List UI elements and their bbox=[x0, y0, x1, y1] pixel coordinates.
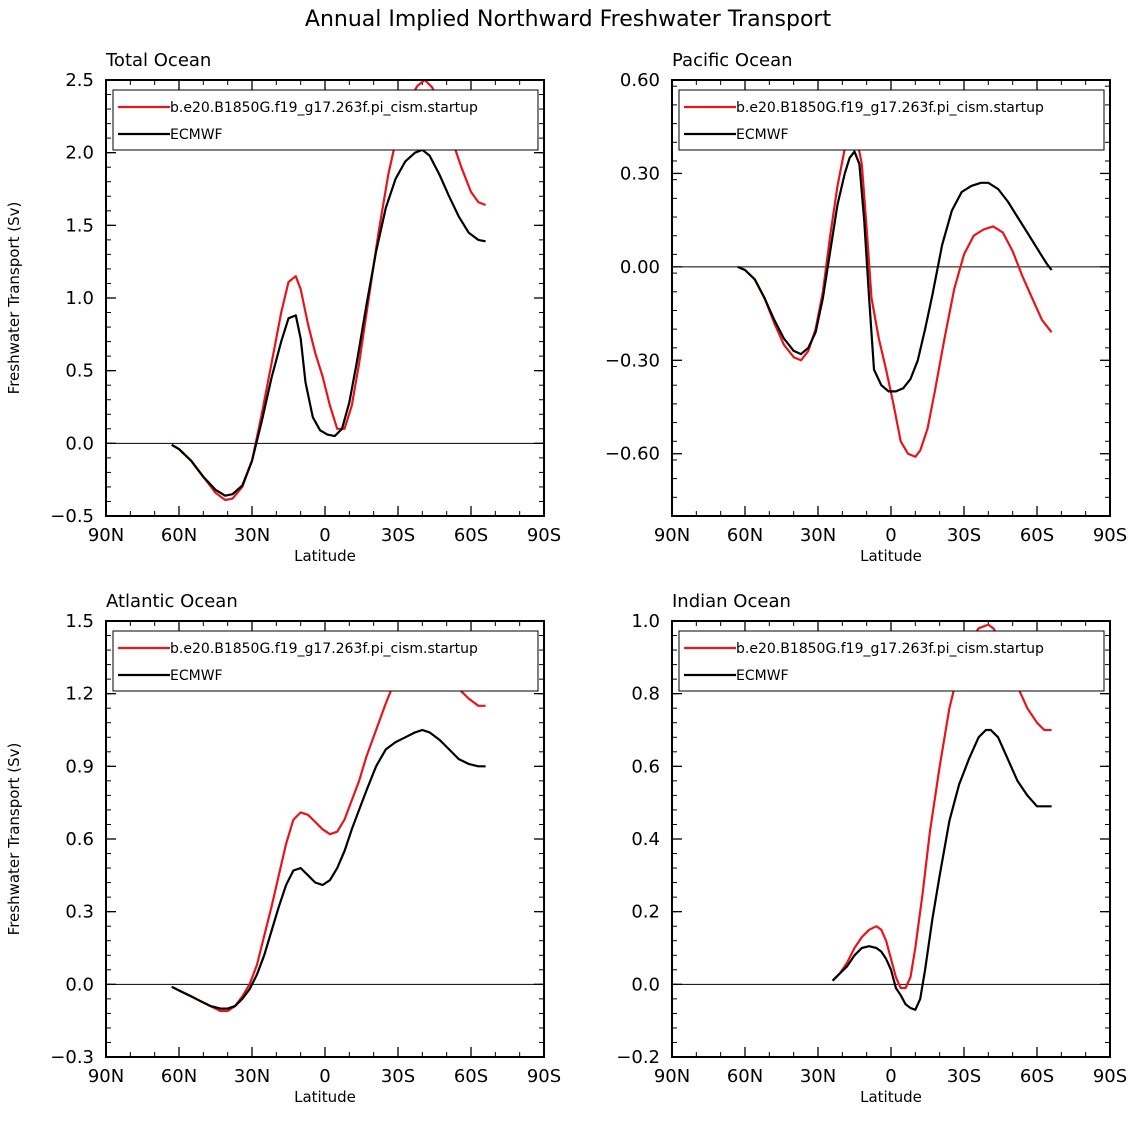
legend-label: ECMWF bbox=[170, 668, 223, 684]
y-tick-label: 0.0 bbox=[631, 974, 660, 995]
x-axis-label: Latitude bbox=[860, 1088, 922, 1106]
x-tick-label: 30S bbox=[381, 525, 415, 546]
series-line-model bbox=[171, 78, 487, 502]
x-tick-label: 30N bbox=[234, 525, 270, 546]
y-tick-label: 0.0 bbox=[65, 433, 94, 454]
y-tick-label: 1.5 bbox=[65, 215, 94, 236]
y-axis-label: Freshwater Transport (Sv) bbox=[5, 202, 23, 395]
panel-title: Indian Ocean bbox=[672, 591, 791, 612]
y-tick-label: −0.3 bbox=[50, 1047, 94, 1068]
x-tick-label: 60S bbox=[454, 525, 488, 546]
y-tick-label: 1.0 bbox=[65, 288, 94, 309]
x-tick-label: 0 bbox=[319, 525, 330, 546]
legend: b.e20.B1850G.f19_g17.263f.pi_cism.startu… bbox=[112, 630, 539, 692]
legend-box bbox=[678, 630, 1105, 692]
y-tick-label: 0.8 bbox=[631, 684, 660, 705]
x-axis-label: Latitude bbox=[294, 547, 356, 565]
y-tick-label: 0.4 bbox=[631, 829, 660, 850]
x-tick-label: 60N bbox=[161, 525, 197, 546]
y-tick-label: 1.0 bbox=[631, 611, 660, 632]
legend: b.e20.B1850G.f19_g17.263f.pi_cism.startu… bbox=[678, 630, 1105, 692]
legend-label: b.e20.B1850G.f19_g17.263f.pi_cism.startu… bbox=[170, 100, 478, 116]
legend-box bbox=[112, 89, 539, 151]
figure-title: Annual Implied Northward Freshwater Tran… bbox=[305, 7, 832, 32]
legend-label: ECMWF bbox=[736, 127, 789, 143]
y-tick-label: 0.5 bbox=[65, 361, 94, 382]
x-tick-label: 90N bbox=[88, 1066, 124, 1087]
y-tick-label: 0.6 bbox=[631, 756, 660, 777]
panel-title: Atlantic Ocean bbox=[106, 591, 238, 612]
x-axis-label: Latitude bbox=[294, 1088, 356, 1106]
panel-title: Total Ocean bbox=[105, 50, 211, 71]
plot-frame bbox=[105, 620, 545, 1058]
x-tick-label: 60S bbox=[1020, 1066, 1054, 1087]
x-tick-label: 0 bbox=[319, 1066, 330, 1087]
x-tick-label: 30S bbox=[381, 1066, 415, 1087]
y-tick-label: 2.0 bbox=[65, 143, 94, 164]
x-tick-label: 90N bbox=[654, 1066, 690, 1087]
legend: b.e20.B1850G.f19_g17.263f.pi_cism.startu… bbox=[112, 89, 539, 151]
y-tick-label: 0.00 bbox=[620, 257, 660, 278]
x-tick-label: 90N bbox=[654, 525, 690, 546]
x-tick-label: 60N bbox=[727, 1066, 763, 1087]
y-tick-label: 0.60 bbox=[620, 70, 660, 91]
legend-label: b.e20.B1850G.f19_g17.263f.pi_cism.startu… bbox=[736, 100, 1044, 116]
plot-frame bbox=[671, 620, 1111, 1058]
x-tick-label: 30S bbox=[947, 525, 981, 546]
x-tick-label: 30S bbox=[947, 1066, 981, 1087]
panel-1: 90N 60N 30N 0 30S 60S 90S −0.5 0.0 0.5 1.0 1.5 2.0 2.… bbox=[5, 50, 561, 565]
x-axis-label: Latitude bbox=[860, 547, 922, 565]
x-tick-label: 0 bbox=[885, 1066, 896, 1087]
y-tick-label: 0.3 bbox=[65, 902, 94, 923]
series-line-ecmwf bbox=[737, 150, 1053, 393]
y-axis-label: Freshwater Transport (Sv) bbox=[5, 743, 23, 936]
series-line-ecmwf bbox=[171, 148, 486, 497]
x-tick-label: 60N bbox=[161, 1066, 197, 1087]
panel-4: 90N 60N 30N 0 30S 60S 90S −0.2 0.0 0.2 0.4 0.6 0.8 1.… bbox=[616, 591, 1127, 1106]
x-tick-label: 0 bbox=[885, 525, 896, 546]
legend-label: b.e20.B1850G.f19_g17.263f.pi_cism.startu… bbox=[170, 641, 478, 657]
legend-label: b.e20.B1850G.f19_g17.263f.pi_cism.startu… bbox=[736, 641, 1044, 657]
plot-frame bbox=[105, 79, 545, 517]
y-tick-label: −0.2 bbox=[616, 1047, 660, 1068]
series-line-model bbox=[171, 651, 486, 1013]
y-tick-label: 0.0 bbox=[65, 974, 94, 995]
series-line-ecmwf bbox=[831, 728, 1052, 1011]
panel-3: 90N 60N 30N 0 30S 60S 90S −0.3 0.0 0.3 0.6 0.9 1.2 1.… bbox=[5, 591, 561, 1106]
x-tick-label: 90S bbox=[527, 525, 561, 546]
series-line-model bbox=[737, 138, 1053, 458]
panel-title: Pacific Ocean bbox=[672, 50, 793, 71]
y-tick-label: 2.5 bbox=[65, 70, 94, 91]
legend-box bbox=[678, 89, 1105, 151]
x-tick-label: 90N bbox=[88, 525, 124, 546]
y-tick-label: 1.5 bbox=[65, 611, 94, 632]
x-tick-label: 60S bbox=[454, 1066, 488, 1087]
y-tick-label: 0.9 bbox=[65, 756, 94, 777]
plot-frame bbox=[671, 79, 1111, 517]
legend-box bbox=[112, 630, 539, 692]
x-tick-label: 60S bbox=[1020, 525, 1054, 546]
x-tick-label: 30N bbox=[800, 525, 836, 546]
x-tick-label: 90S bbox=[1093, 525, 1127, 546]
x-tick-label: 30N bbox=[234, 1066, 270, 1087]
series-line-ecmwf bbox=[171, 728, 486, 1010]
y-tick-label: 0.2 bbox=[631, 902, 660, 923]
x-tick-label: 30N bbox=[800, 1066, 836, 1087]
y-tick-label: −0.30 bbox=[605, 350, 660, 371]
legend-label: ECMWF bbox=[736, 668, 789, 684]
y-tick-label: 0.30 bbox=[620, 163, 660, 184]
x-tick-label: 60N bbox=[727, 525, 763, 546]
panel-2: 90N 60N 30N 0 30S 60S 90S −0.60 −0.30 0.00 0.30 0.6… bbox=[605, 50, 1127, 565]
y-tick-label: 1.2 bbox=[65, 684, 94, 705]
legend: b.e20.B1850G.f19_g17.263f.pi_cism.startu… bbox=[678, 89, 1105, 151]
y-tick-label: 0.6 bbox=[65, 829, 94, 850]
legend-label: ECMWF bbox=[170, 127, 223, 143]
x-tick-label: 90S bbox=[1093, 1066, 1127, 1087]
x-tick-label: 90S bbox=[527, 1066, 561, 1087]
y-tick-label: −0.60 bbox=[605, 444, 660, 465]
y-tick-label: −0.5 bbox=[50, 506, 94, 527]
